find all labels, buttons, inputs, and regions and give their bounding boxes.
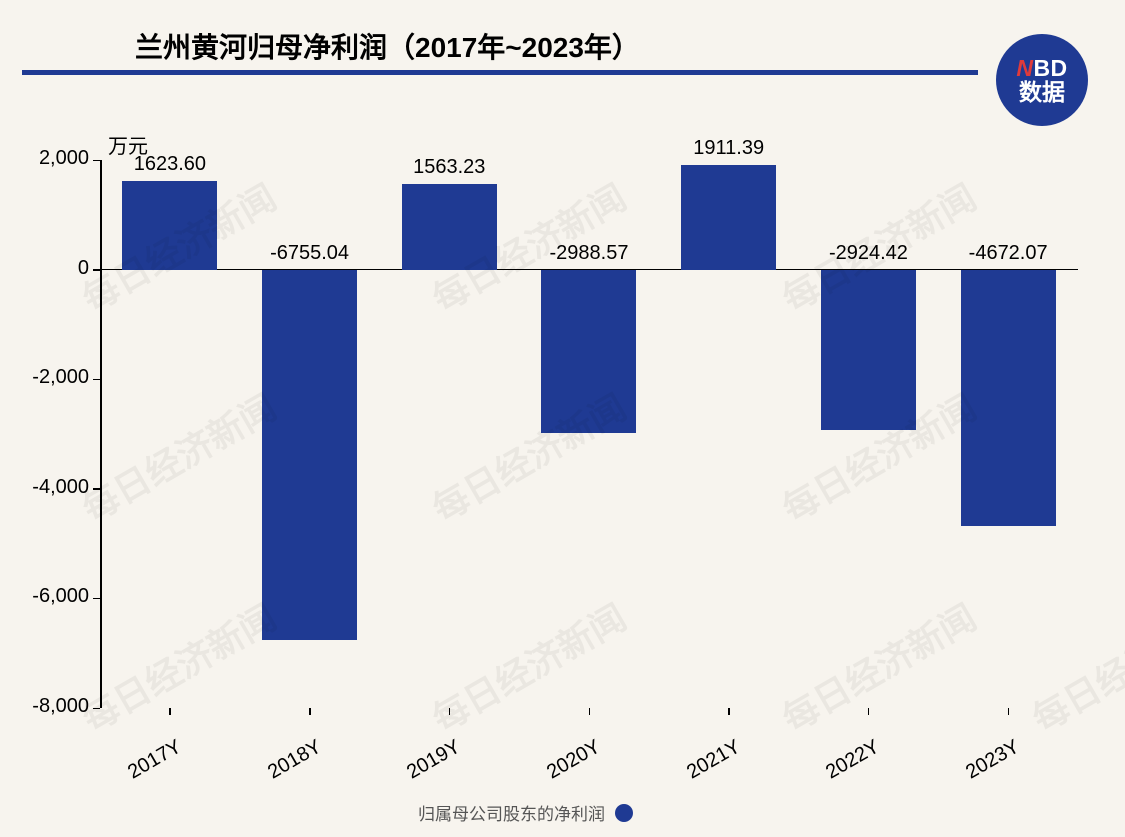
y-tick-label: -2,000: [32, 366, 89, 389]
bar: [402, 184, 497, 270]
x-tick-label: 2020Y: [533, 736, 605, 791]
bar: [681, 165, 776, 270]
x-tick-label: 2021Y: [672, 736, 744, 791]
chart-title: 兰州黄河归母净利润（2017年~2023年）: [135, 26, 640, 66]
badge-line1: NBD: [1016, 56, 1067, 80]
y-tick-label: -4,000: [32, 476, 89, 499]
bar-value-label: -6755.04: [270, 242, 349, 265]
y-tick: [93, 160, 100, 162]
bar-value-label: 1911.39: [693, 137, 764, 160]
badge-line2: 数据: [1019, 80, 1065, 104]
bar-value-label: -2924.42: [829, 242, 908, 265]
y-tick-label: -6,000: [32, 585, 89, 608]
y-tick: [93, 598, 100, 600]
legend-label: 归属母公司股东的净利润: [418, 800, 605, 825]
x-tick-label: 2017Y: [113, 736, 185, 791]
bar: [262, 270, 357, 640]
x-tick: [169, 708, 171, 715]
y-tick-label: 0: [78, 257, 89, 280]
title-underline: [22, 70, 978, 75]
nbd-badge: NBD数据: [996, 34, 1088, 126]
y-tick: [93, 488, 100, 490]
x-tick-label: 2023Y: [952, 736, 1024, 791]
x-tick: [589, 708, 591, 715]
x-tick-label: 2019Y: [393, 736, 465, 791]
x-tick: [449, 708, 451, 715]
y-axis: [100, 160, 102, 708]
y-tick: [93, 708, 100, 710]
x-tick: [1008, 708, 1010, 715]
bar: [122, 181, 217, 270]
x-tick: [309, 708, 311, 715]
x-tick-label: 2018Y: [253, 736, 325, 791]
legend-swatch: [615, 804, 633, 822]
badge-n: N: [1016, 55, 1033, 81]
x-tick: [728, 708, 730, 715]
y-tick: [93, 379, 100, 381]
badge-bd: BD: [1033, 55, 1067, 81]
bar: [961, 270, 1056, 526]
legend: 归属母公司股东的净利润: [418, 800, 633, 825]
bar: [541, 270, 636, 434]
bar-value-label: -4672.07: [969, 242, 1048, 265]
bar-value-label: 1623.60: [134, 153, 206, 176]
x-tick: [868, 708, 870, 715]
y-tick-label: -8,000: [32, 695, 89, 718]
bar: [821, 270, 916, 430]
bar-value-label: 1563.23: [413, 156, 485, 179]
y-tick: [93, 269, 100, 271]
y-tick-label: 2,000: [39, 147, 89, 170]
bar-value-label: -2988.57: [550, 242, 629, 265]
x-tick-label: 2022Y: [812, 736, 884, 791]
